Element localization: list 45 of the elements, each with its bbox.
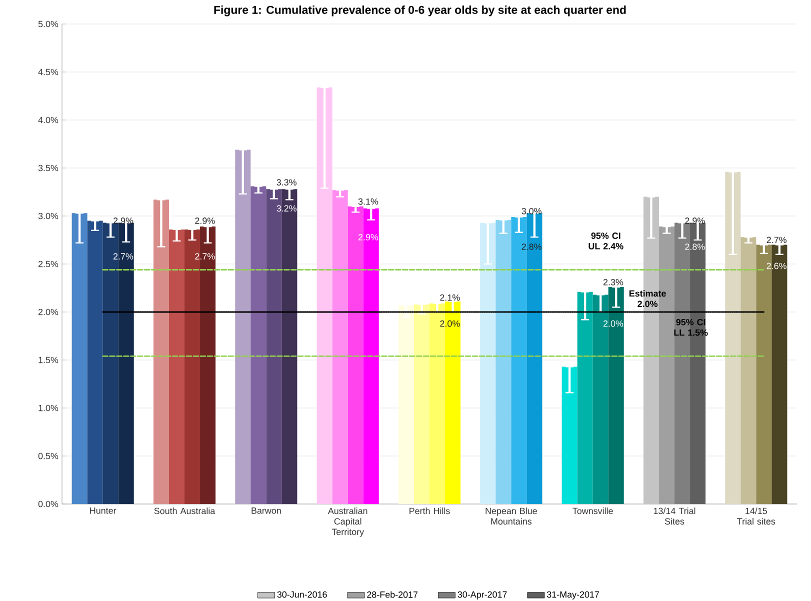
- annotation: 2.8%: [685, 244, 705, 250]
- annotation: 3.2%: [276, 205, 296, 212]
- y-tick-label: 2.5%: [38, 260, 58, 268]
- y-tick-label: 4.0%: [38, 116, 58, 124]
- x-tick-label: 14/15 Trial sites: [737, 508, 776, 525]
- annotation: 2.8%: [522, 244, 542, 250]
- y-tick-label: 1.0%: [38, 404, 58, 412]
- annotation: 2.7%: [195, 253, 215, 260]
- y-tick-label: 5.0%: [38, 20, 58, 28]
- annotation: 2.9%: [195, 218, 215, 224]
- annotation: 2.9%: [685, 218, 705, 224]
- annotation: 2.9%: [358, 234, 378, 240]
- x-tick-label: Hunter: [90, 508, 116, 514]
- y-tick-label: 3.5%: [38, 164, 58, 172]
- x-tick-label: 13/14 Trial Sites: [654, 508, 696, 525]
- chart-title: Figure 1: Cumulative prevalence of 0-6 year olds by site at each quarter end: [214, 6, 626, 16]
- annotation: 2.1%: [440, 294, 460, 301]
- y-tick-label: 0.0%: [38, 500, 58, 508]
- x-tick-label: Perth Hills: [410, 508, 450, 514]
- x-tick-label: Townsville: [572, 508, 613, 514]
- y-tick-label: 0.5%: [38, 452, 58, 460]
- annotation: 2.7%: [113, 253, 134, 260]
- y-tick-label: 1.5%: [38, 356, 58, 364]
- annotation: 2.3%: [603, 278, 624, 286]
- annotation: 3.3%: [276, 179, 296, 186]
- x-tick-label: Barwon: [252, 508, 281, 514]
- annotation: 2.9%: [113, 218, 134, 224]
- annotation: 3.1%: [358, 198, 378, 205]
- x-tick-label: Nepean Blue Mountains: [486, 508, 537, 525]
- annotation: 2.0%: [603, 320, 624, 327]
- annotation: 2.0%: [440, 320, 460, 327]
- annotation: 2.7%: [766, 236, 786, 244]
- y-tick-label: 4.5%: [38, 68, 58, 76]
- x-tick-label: South Australia: [154, 508, 216, 514]
- y-tick-label: 3.0%: [38, 212, 58, 220]
- annotation: 3.0%: [522, 208, 542, 214]
- legend-label: 28-Feb-2017: [367, 591, 418, 598]
- x-tick-label: Australian Capital Territory: [328, 508, 368, 537]
- y-tick-label: 2.0%: [38, 308, 58, 316]
- legend-label: 31-May-2017: [546, 591, 600, 600]
- ref-line-label: Estimate 2.0%: [629, 290, 666, 308]
- legend-label: 30-Apr-2017: [458, 591, 507, 600]
- annotation: 2.6%: [766, 262, 786, 270]
- ref-line-label: 95% CI UL 2.4%: [588, 232, 624, 250]
- legend-label: 30-Jun-2016: [277, 591, 327, 598]
